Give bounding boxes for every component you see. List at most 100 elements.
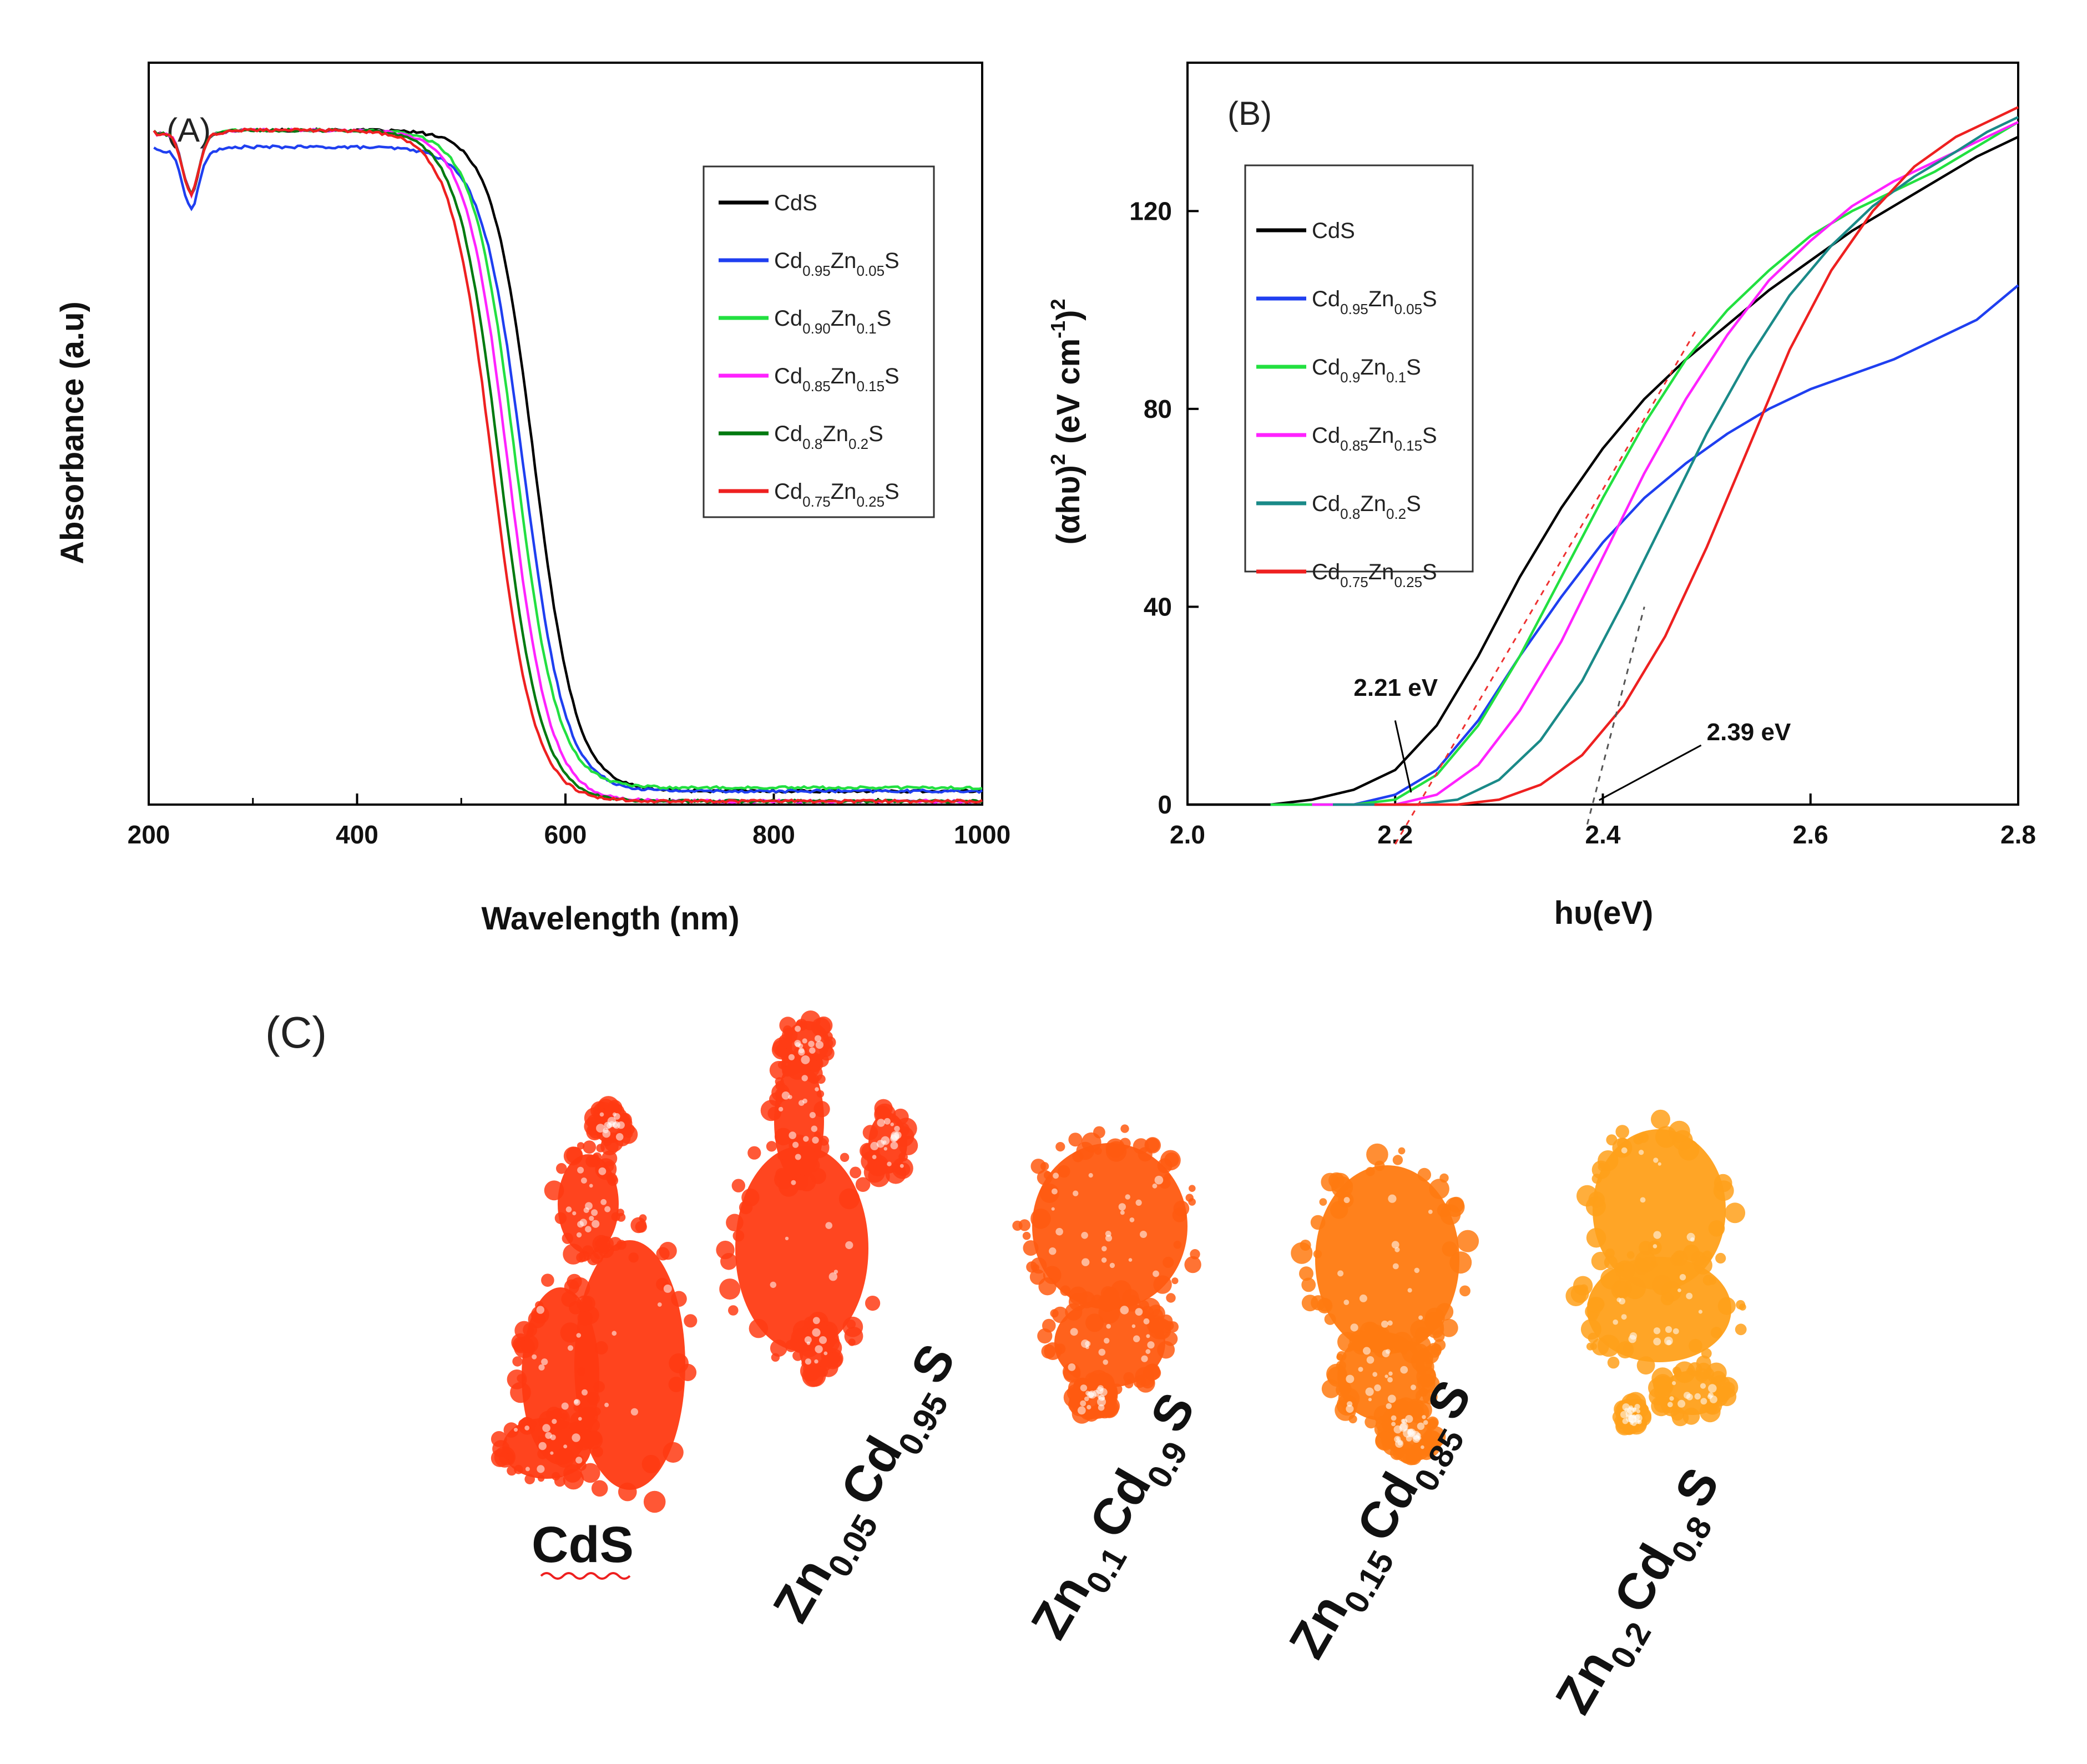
sample-powder-highlight-4 [1653, 1327, 1661, 1335]
panel-a-legend-label-4: Cd0.8Zn0.2S [774, 422, 883, 452]
sample-powder-grain-1 [771, 1353, 780, 1362]
sample-powder-highlight-0 [578, 1417, 582, 1421]
sample-powder-grain-0 [562, 1232, 573, 1244]
sample-powder-grain-1 [808, 1060, 820, 1071]
sample-powder-grain-0 [668, 1376, 684, 1392]
sample-powder-grain-3 [1410, 1444, 1424, 1458]
sample-powder-highlight-3 [1400, 1366, 1408, 1374]
sample-powder-grain-1 [816, 1090, 825, 1098]
panel-b-series-line-4 [1332, 115, 2019, 806]
sample-powder-grain-1 [813, 1101, 830, 1118]
sample-powder-grain-1 [813, 1131, 821, 1139]
sample-powder-highlight-3 [1411, 1384, 1416, 1391]
sample-powder-grain-4 [1586, 1227, 1606, 1248]
panel-a-legend-sub2-4: 0.2 [848, 436, 868, 452]
panel-c-powder-blobs [491, 1010, 1747, 1513]
sample-powder-highlight-4 [1619, 1298, 1626, 1305]
sample-powder-grain-3 [1317, 1297, 1333, 1314]
sample-powder-highlight-2 [1080, 1400, 1087, 1407]
sample-powder-grain-3 [1421, 1430, 1443, 1452]
sample-powder-highlight-1 [815, 1345, 823, 1353]
sample-powder-highlight-2 [1141, 1355, 1148, 1362]
sample-powder-grain-3 [1366, 1167, 1375, 1176]
sample-powder-grain-0 [583, 1140, 597, 1154]
panel-b-x-tick-label-4: 2.8 [2000, 820, 2036, 849]
sample-powder-highlight-0 [576, 1232, 582, 1238]
panel-b-legend-sub1-5: 0.75 [1340, 574, 1368, 590]
sample-powder-highlight-3 [1418, 1315, 1423, 1320]
sample-powder-grain-3 [1426, 1416, 1439, 1429]
sample-powder-grain-2 [1050, 1309, 1059, 1318]
sample-powder-grain-4 [1623, 1343, 1633, 1353]
sample-powder-grain-0 [572, 1422, 587, 1437]
sample-powder-highlight-2 [1135, 1199, 1142, 1206]
panel-a-legend-el2-4: Zn [822, 422, 848, 446]
sample-powder-grain-4 [1615, 1262, 1625, 1272]
sample-powder-grain-0 [578, 1406, 598, 1426]
sample-powder-highlight-3 [1337, 1270, 1344, 1277]
sample-powder-grain-4 [1701, 1348, 1712, 1359]
sample-powder-grain-1 [862, 1125, 878, 1140]
sample-powder-highlight-1 [809, 1047, 816, 1054]
sample-powder-highlight-2 [1101, 1246, 1107, 1252]
sample-powder-highlight-3 [1346, 1374, 1355, 1383]
sample-powder-highlight-4 [1667, 1402, 1673, 1408]
sample-powder-grain-1 [804, 1364, 826, 1387]
sample-powder-grain-1 [892, 1158, 913, 1179]
sample-powder-highlight-4 [1658, 1162, 1661, 1166]
sample-powder-grain-0 [587, 1114, 601, 1129]
sample-powder-grain-3 [1440, 1204, 1461, 1225]
sample-powder-highlight-0 [550, 1451, 554, 1455]
panel-b-legend-el2-1: Zn [1368, 287, 1394, 311]
sample-powder-highlight-4 [1677, 1399, 1686, 1408]
sample-powder-grain-4 [1715, 1252, 1726, 1264]
sample-powder-highlight-1 [812, 1317, 820, 1325]
sample-powder-grain-2 [1122, 1289, 1139, 1306]
panel-b-legend-sub2-1: 0.05 [1394, 301, 1422, 317]
sample-powder-grain-1 [868, 1165, 890, 1187]
sample-powder-highlight-3 [1417, 1422, 1425, 1430]
panel-b-legend-el3-1: S [1422, 287, 1437, 311]
panel-a-legend-el3-5: S [885, 479, 900, 504]
panel-a-legend-label-2: Cd0.90Zn0.1S [774, 306, 891, 337]
sample-powder-grain-0 [599, 1244, 610, 1254]
sample-powder-highlight-4 [1635, 1414, 1640, 1420]
sample-powder-grain-2 [1030, 1159, 1046, 1174]
sample-powder-highlight-4 [1686, 1292, 1693, 1300]
sample-powder-grain-1 [779, 1017, 797, 1034]
sample-powder-highlight-2 [1101, 1257, 1107, 1263]
panel-a-series-line-5 [153, 127, 983, 804]
sample-powder-highlight-2 [1073, 1190, 1079, 1196]
panel-b-legend-el1-3: Cd [1312, 423, 1340, 448]
sample-powder-grain-4 [1683, 1244, 1700, 1261]
sample-powder-highlight-3 [1388, 1194, 1397, 1203]
panel-b-annotation-2-21: 2.21 eV [1353, 674, 1438, 701]
sample-powder-grain-4 [1586, 1342, 1595, 1351]
sample-powder-grain-1 [731, 1179, 746, 1192]
sample-powder-highlight-1 [801, 1075, 808, 1081]
sample-powder-grain-4 [1638, 1132, 1649, 1143]
panel-b-y-tick-label-2: 80 [1144, 395, 1172, 423]
panel-b-legend-label-2: Cd0.9Zn0.1S [1312, 355, 1421, 386]
sample-powder-highlight-0 [532, 1354, 537, 1359]
sample-powder-grain-1 [766, 1141, 777, 1152]
panel-a-legend-el1-2: Cd [774, 306, 802, 331]
sample-powder-highlight-4 [1669, 1396, 1674, 1401]
sample-powder-highlight-1 [845, 1241, 853, 1250]
sample-powder-highlight-1 [819, 1336, 827, 1344]
sample-powder-highlight-0 [561, 1402, 569, 1410]
sample-powder-highlight-0 [536, 1306, 544, 1314]
sample-powder-1-0 [735, 1146, 868, 1351]
panel-b-y-tick-label-1: 40 [1144, 592, 1172, 621]
panel-a-label: (A) [166, 112, 211, 149]
sample-powder-grain-4 [1670, 1253, 1683, 1266]
sample-powder-highlight-0 [612, 1331, 617, 1336]
sample-powder-grain-4 [1565, 1286, 1586, 1306]
panel-b-legend-sub2-4: 0.2 [1386, 506, 1406, 522]
sample-powder-highlight-1 [900, 1164, 904, 1168]
sample-powder-3-0 [1315, 1165, 1459, 1354]
sample-powder-highlight-0 [538, 1442, 547, 1450]
sample-powder-grain-0 [586, 1392, 600, 1406]
sample-powder-highlight-1 [795, 1025, 801, 1032]
